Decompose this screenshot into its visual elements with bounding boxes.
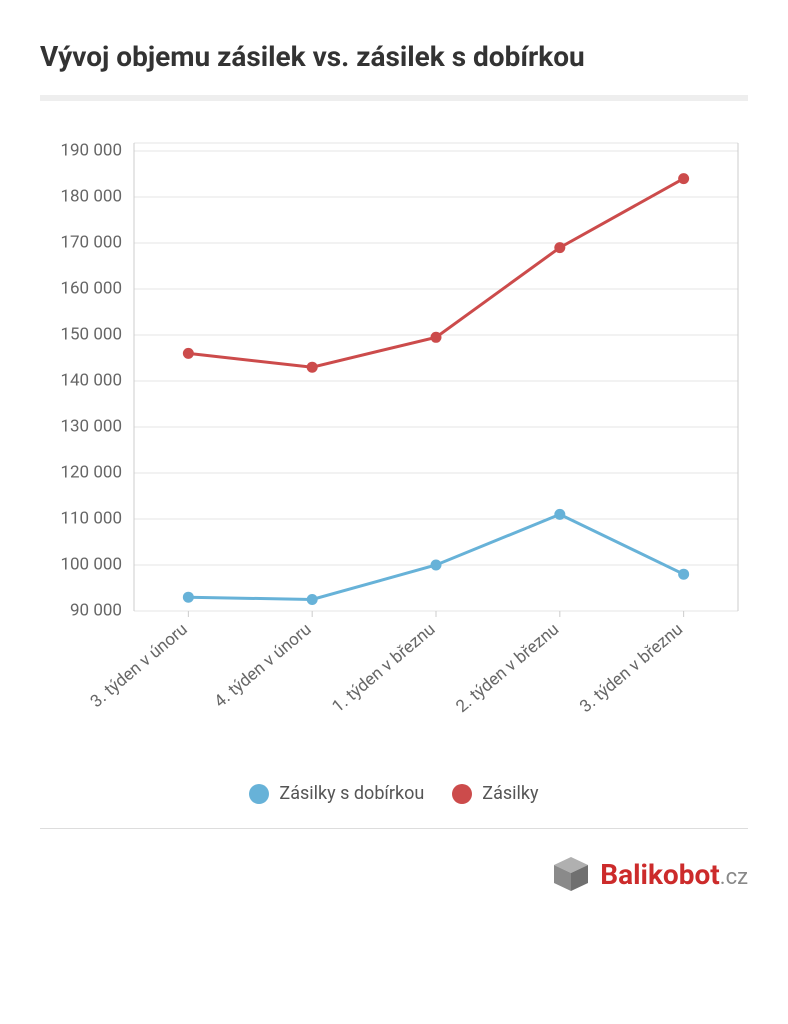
svg-text:180 000: 180 000 (60, 186, 122, 206)
svg-text:140 000: 140 000 (60, 370, 122, 390)
svg-text:110 000: 110 000 (60, 508, 122, 528)
chart-container: Vývoj objemu zásilek vs. zásilek s dobír… (0, 0, 788, 1024)
svg-text:90 000: 90 000 (70, 600, 122, 620)
svg-text:1. týden v březnu: 1. týden v březnu (328, 620, 439, 717)
legend: Zásilky s dobírkou Zásilky (40, 783, 748, 804)
brand-logo: Balikobot.cz (40, 855, 748, 893)
brand-suffix: .cz (720, 865, 748, 890)
legend-item: Zásilky s dobírkou (249, 783, 424, 804)
svg-text:2. týden v březnu: 2. týden v březnu (452, 620, 563, 717)
svg-text:160 000: 160 000 (60, 278, 122, 298)
chart-title: Vývoj objemu zásilek vs. zásilek s dobír… (40, 40, 748, 73)
svg-text:130 000: 130 000 (60, 416, 122, 436)
svg-text:4. týden v únoru: 4. týden v únoru (211, 620, 316, 712)
legend-dot-icon (249, 784, 269, 804)
footer-divider (40, 828, 748, 829)
legend-dot-icon (452, 784, 472, 804)
chart-area: 90 000 100 000 110 000 120 000 130 000 140 00… (40, 131, 748, 771)
legend-item: Zásilky (452, 783, 538, 804)
line-chart: 90 000 100 000 110 000 120 000 130 000 140 00… (40, 131, 748, 771)
box-icon (550, 855, 592, 893)
title-divider (40, 95, 748, 101)
legend-label: Zásilky (482, 783, 538, 804)
brand-name: Balikobot (600, 858, 719, 891)
svg-text:120 000: 120 000 (60, 462, 122, 482)
svg-text:150 000: 150 000 (60, 324, 122, 344)
svg-text:3. týden v březnu: 3. týden v březnu (576, 620, 687, 717)
svg-text:190 000: 190 000 (60, 140, 122, 160)
svg-text:170 000: 170 000 (60, 232, 122, 252)
svg-text:3. týden v únoru: 3. týden v únoru (87, 620, 192, 712)
svg-text:100 000: 100 000 (60, 554, 122, 574)
legend-label: Zásilky s dobírkou (279, 783, 424, 804)
